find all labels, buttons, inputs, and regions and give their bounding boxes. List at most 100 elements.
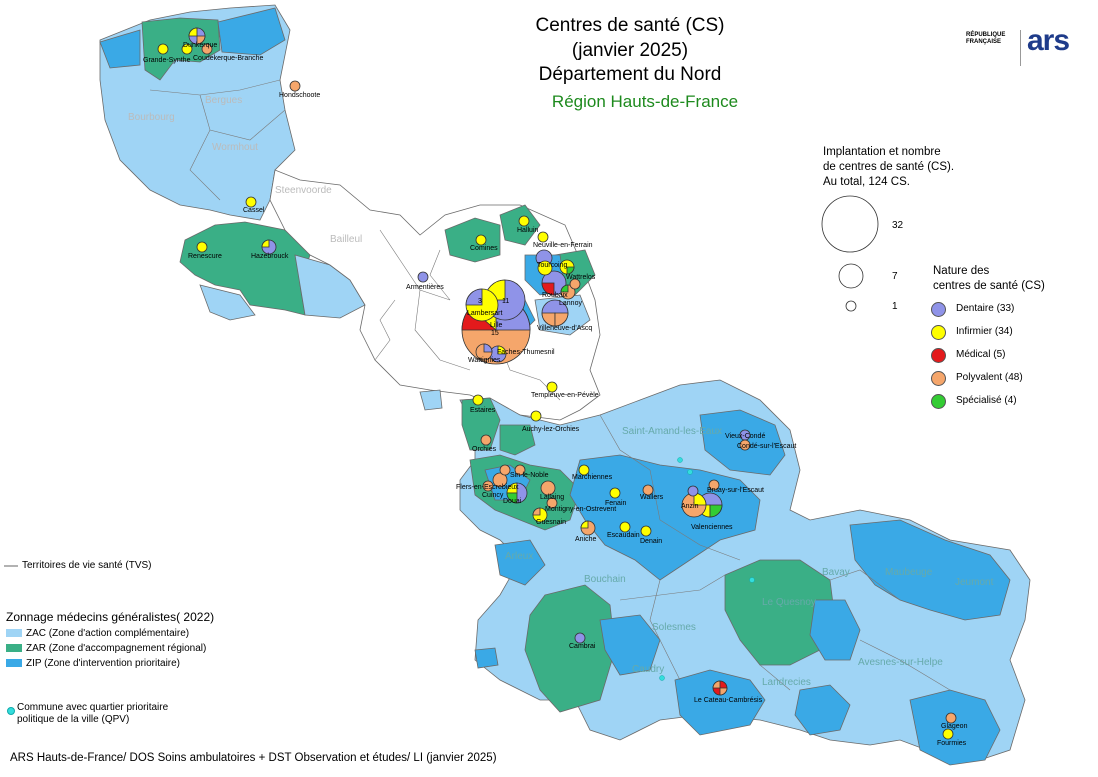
cs-armentieres	[417, 271, 429, 283]
size-circle-1	[845, 300, 857, 312]
nature-swatch-infirmier	[931, 325, 946, 340]
qpv-point	[677, 457, 683, 463]
map-title-line1: Centres de santé (CS)	[535, 15, 725, 36]
zone-caudry	[599, 614, 661, 676]
cs-renescure	[196, 241, 208, 253]
zone-zip-gravelines	[99, 29, 141, 69]
label-wattignies: Wattignies	[468, 357, 501, 364]
logo-divider	[1020, 30, 1021, 66]
cs-conde	[739, 439, 751, 451]
zone-small-w	[419, 389, 443, 411]
nature-legend-heading-2: centres de santé (CS)	[933, 280, 1045, 292]
label-cuincy: Cuincy	[482, 492, 504, 499]
size-legend-circles	[821, 195, 879, 312]
label-jeumont: Jeumont	[955, 577, 994, 588]
nature-label-polyvalent: Polyvalent (48)	[956, 372, 1023, 383]
label-hazebrouck: Hazebrouck	[251, 253, 289, 260]
label-vieux-conde: Vieux-Condé	[725, 433, 766, 440]
size-circle-7	[838, 263, 864, 289]
zone-small-zip-cam	[474, 647, 499, 669]
label-guesnain: Guesnain	[536, 519, 566, 526]
zone-sambre-zip	[849, 519, 1011, 621]
qpv-point	[749, 577, 755, 583]
label-solesmes: Solesmes	[652, 622, 696, 633]
map-subtitle-region: Région Hauts-de-France	[551, 92, 739, 111]
label-tourcoing: Tourcoing	[537, 262, 568, 269]
label-neuville: Neuville-en-Ferrain	[533, 242, 593, 249]
cs-fenain	[609, 487, 621, 499]
nature-label-infirmier: Infirmier (34)	[956, 326, 1013, 337]
zone-ostricourt	[461, 397, 501, 451]
nature-swatch-specialise	[931, 394, 946, 409]
label-escaudain: Escaudain	[607, 532, 640, 539]
label-fourmies: Fourmies	[937, 740, 967, 747]
label-bruay: Bruay-sur-l'Escaut	[707, 487, 764, 494]
zone-cateau-zip	[674, 669, 766, 736]
label-wattrelos: Wattrelos	[566, 274, 596, 281]
label-renescure: Renescure	[188, 253, 222, 260]
qpv-legend-swatch	[7, 707, 15, 715]
zone-arleux-zip	[494, 539, 546, 586]
cs-raismes	[687, 485, 699, 497]
cs-coudekerque	[201, 43, 213, 55]
size-legend-value-32: 32	[892, 220, 904, 231]
cs-waziers	[514, 464, 526, 476]
label-coudekerque: Coudekerque-Branche	[193, 55, 264, 62]
cs-cambrai	[574, 632, 586, 644]
cs-escaudain	[619, 521, 631, 533]
zonage-legend-heading: Zonnage médecins généralistes( 2022)	[6, 610, 215, 624]
zone-orchies-zar	[499, 424, 536, 456]
zone-comines	[444, 217, 501, 263]
cs-grande-synthe	[157, 43, 169, 55]
label-arleux: Arleux	[505, 551, 534, 562]
label-saint-amand: Saint-Amand-les-Eaux	[622, 426, 723, 437]
cs-fourmies	[942, 728, 954, 740]
qpv-point	[687, 469, 693, 475]
cs-comines	[475, 234, 487, 246]
cs-croix	[537, 260, 553, 276]
label-grande-synthe: Grande-Synthe	[143, 57, 191, 64]
cs-wallers	[642, 484, 654, 496]
zone-avesnes-zip	[809, 599, 861, 661]
label-bergues: Bergues	[205, 95, 243, 106]
label-le-cateau: Le Cateau-Cambrésis	[694, 697, 763, 704]
label-bouchain: Bouchain	[584, 574, 626, 585]
nature-swatch-dentaire	[931, 302, 946, 317]
zonage-swatch-zac	[6, 629, 22, 637]
label-auchy: Auchy-lez-Orchies	[522, 426, 580, 433]
label-armentieres: Armentières	[406, 284, 444, 291]
qpv-point	[659, 675, 665, 681]
zone-halluin	[499, 204, 541, 246]
cs-cuincy	[492, 472, 508, 488]
qpv-points	[659, 457, 755, 681]
zone-zip-dk-east	[217, 7, 286, 56]
label-steenvoorde: Steenvoorde	[275, 185, 332, 196]
zone-cambrai-zar	[524, 584, 616, 713]
zonage-swatch-zar	[6, 644, 22, 652]
source-credit: ARS Hauts-de-France/ DOS Soins ambulatoi…	[10, 752, 497, 764]
label-caudry: Caudry	[632, 664, 665, 675]
label-fenain: Fenain	[605, 500, 627, 507]
zonage-polygons	[99, 4, 1031, 766]
zone-landrecies-zip	[794, 684, 851, 736]
zonage-label-zar: ZAR (Zone d'accompagnement régional)	[26, 643, 207, 654]
cs-neuville	[537, 231, 549, 243]
qpv-legend-line1: Commune avec quartier prioritaire	[17, 702, 169, 713]
size-legend-value-7: 7	[892, 271, 898, 282]
label-bourbourg: Bourbourg	[128, 112, 175, 123]
label-cambrai: Cambrai	[569, 643, 596, 650]
republique-logo: RÉPUBLIQUE FRANÇAISE	[966, 32, 1006, 45]
label-sin: Sin-le-Noble	[510, 472, 549, 479]
label-templeuve: Templeuve-en-Pévèle	[531, 392, 599, 399]
label-valenciennes: Valenciennes	[691, 524, 733, 531]
label-bailleul: Bailleul	[330, 234, 363, 245]
qpv-legend-line2: politique de la ville (QPV)	[17, 714, 130, 725]
cs-ostricourt	[480, 434, 492, 446]
cs-estaires	[472, 394, 484, 406]
cs-dk-2	[181, 43, 193, 55]
label-aniche: Aniche	[575, 536, 597, 543]
label-douai: Douai	[503, 498, 522, 505]
map-title-line2: (janvier 2025)	[571, 40, 689, 61]
cs-hondschoote	[289, 80, 301, 92]
label-halluin: Halluin	[517, 227, 539, 234]
